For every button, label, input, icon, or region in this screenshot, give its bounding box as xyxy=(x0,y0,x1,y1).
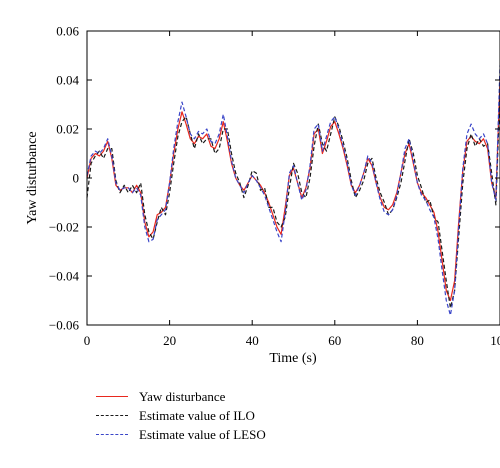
y-tick-label: 0.06 xyxy=(56,24,79,39)
series-layer xyxy=(86,65,500,316)
x-tick-label: 40 xyxy=(246,333,259,348)
ticks-layer: 0 20 40 60 80 100 −0.06 −0.04 −0.02 0 0.02 0.04 0.06 xyxy=(49,24,500,348)
x-tick-label: 0 xyxy=(84,333,91,348)
legend: Yaw disturbance Estimate value of ILO Es… xyxy=(96,387,396,444)
x-tick-label: 20 xyxy=(163,333,176,348)
legend-swatch-ilo xyxy=(96,415,128,416)
y-tick-label: −0.04 xyxy=(49,269,80,284)
series-line-2 xyxy=(86,65,500,316)
y-tick-label: 0 xyxy=(73,171,80,186)
y-tick-label: 0.02 xyxy=(56,122,79,137)
legend-label-yaw-disturbance: Yaw disturbance xyxy=(139,388,226,404)
legend-item-ilo: Estimate value of ILO xyxy=(96,406,396,425)
x-tick-label: 60 xyxy=(328,333,341,348)
plot-frame xyxy=(86,30,500,326)
y-axis-label: Yaw disturbance xyxy=(25,131,40,224)
legend-item-yaw-disturbance: Yaw disturbance xyxy=(96,387,396,406)
x-tick-label: 100 xyxy=(490,333,500,348)
x-tick-label: 80 xyxy=(411,333,424,348)
legend-item-leso: Estimate value of LESO xyxy=(96,425,396,444)
series-line-1 xyxy=(86,92,500,309)
legend-label-leso: Estimate value of LESO xyxy=(139,426,266,442)
y-tick-label: 0.04 xyxy=(56,73,79,88)
legend-swatch-leso xyxy=(96,434,128,435)
y-tick-label: −0.06 xyxy=(49,318,80,333)
legend-swatch-yaw-disturbance xyxy=(96,396,128,397)
y-tick-label: −0.02 xyxy=(49,220,79,235)
legend-label-ilo: Estimate value of ILO xyxy=(139,407,255,423)
x-axis-label: Time (s) xyxy=(269,351,317,366)
series-line-0 xyxy=(86,79,500,302)
